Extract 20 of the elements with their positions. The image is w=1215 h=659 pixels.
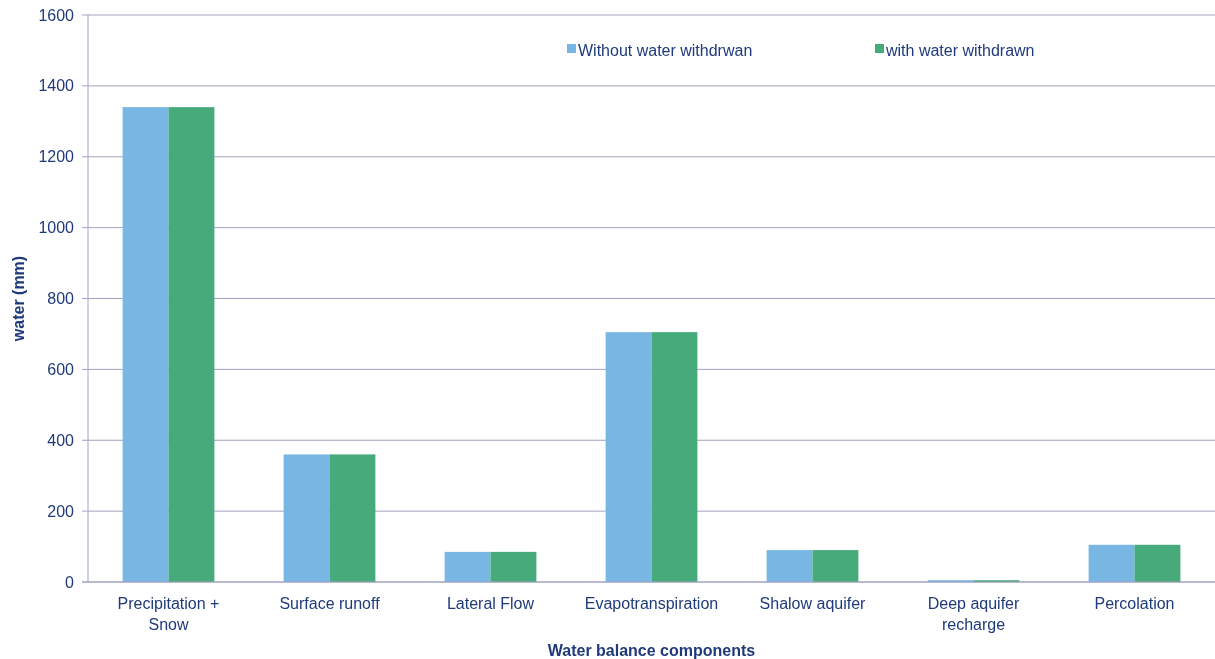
y-tick-label: 600 — [47, 360, 75, 378]
y-tick-label: 800 — [47, 290, 75, 308]
x-tick-label: Surface runoff — [279, 595, 381, 612]
x-tick-label: Percolation — [1094, 595, 1175, 612]
legend-label: Without water withdrwan — [578, 41, 753, 59]
x-tick-label: Deep aquifer recharge — [927, 595, 1020, 633]
x-axis-title: Water balance components — [547, 642, 756, 659]
y-axis-title: water (mm) — [10, 255, 27, 343]
y-tick-label: 1200 — [38, 148, 75, 166]
y-tick-label: 1400 — [38, 77, 75, 95]
x-tick-label: Precipitation + Snow — [117, 595, 220, 633]
y-tick-label: 1000 — [38, 219, 75, 237]
y-tick-label: 0 — [65, 573, 75, 591]
x-tick-label: Lateral Flow — [446, 595, 535, 612]
y-tick-label: 200 — [47, 502, 75, 520]
x-tick-label: Shalow aquifer — [759, 595, 867, 612]
y-tick-label: 400 — [47, 431, 75, 449]
x-tick-label: Evapotranspiration — [584, 595, 719, 612]
y-tick-label: 1600 — [38, 6, 75, 24]
legend-label: with water withdrawn — [885, 41, 1035, 59]
